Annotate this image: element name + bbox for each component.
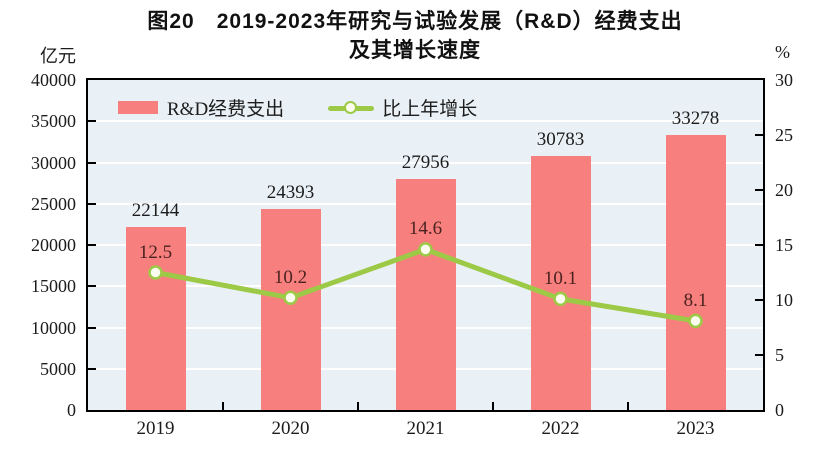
left-axis-tick-label: 5000 [40,358,76,379]
right-axis-tick [755,299,763,301]
line-marker-icon [283,290,298,306]
gridline [88,120,763,123]
right-axis-tick-label: 10 [775,290,793,310]
chart-title-line1: 图20 2019-2023年研究与试验发展（R&D）经费支出 [147,10,683,33]
legend-item-bar: R&D经费支出 [118,94,284,121]
left-axis-tick-label: 25000 [31,193,76,214]
left-axis-tick-label: 10000 [31,317,76,338]
line-value-label: 8.1 [683,289,708,311]
bottom-axis-tick [357,402,359,410]
left-axis-tick-label: 20000 [31,235,76,255]
bottom-axis-tick [627,402,629,410]
line-marker-icon [344,100,358,114]
right-axis-tick-label: 25 [775,125,793,145]
right-axis-tick-label: 0 [775,400,784,420]
line-value-label: 10.1 [543,267,578,289]
left-axis-tick [88,244,96,246]
bar-value-label: 33278 [671,108,720,130]
line-marker-icon [418,242,433,257]
line-marker-icon [688,313,703,329]
legend: R&D经费支出 比上年增长 [118,94,477,121]
legend-item-line: 比上年增长 [284,94,477,121]
right-axis-tick-label: 30 [775,70,793,90]
left-axis-tick-label: 15000 [31,276,76,297]
left-axis-tick-label: 35000 [31,111,76,132]
left-axis-tick [88,285,96,288]
bar-legend-label: R&D经费支出 [167,99,285,120]
line-value-label: 10.2 [273,266,308,288]
bar-2020 [260,208,321,410]
left-axis-tick-label: 30000 [31,152,76,173]
bar-2023 [665,135,726,410]
left-axis-tick [88,161,96,164]
bar-value-label: 24393 [266,181,315,203]
x-axis-label-2020: 2020 [271,418,310,439]
right-axis-tick [755,189,763,191]
bar-value-label: 27956 [401,152,450,174]
bar-value-label: 22144 [131,200,180,222]
chart-title-line2: 及其增长速度 [349,39,481,62]
right-axis-unit: % [775,42,790,62]
x-axis-label-2021: 2021 [406,418,445,439]
right-axis-tick [755,134,763,136]
bar-2019 [125,227,186,410]
right-axis-tick [755,244,763,246]
left-axis-tick [88,202,96,205]
bar-2022 [530,156,591,410]
left-axis-tick [88,326,96,329]
right-axis-tick [755,354,763,356]
line-value-label: 14.6 [408,218,443,240]
left-axis-unit: 亿元 [40,46,76,66]
bar-2021 [395,179,456,410]
growth-line [148,242,703,329]
bar-value-label: 30783 [536,129,585,151]
left-axis-tick-label: 40000 [31,70,76,90]
right-axis-tick-label: 15 [775,235,793,255]
line-marker-icon [148,265,163,280]
bottom-axis-tick [222,402,224,410]
x-axis-label-2023: 2023 [676,418,715,439]
line-legend-label: 比上年增长 [382,99,478,120]
line-value-label: 12.5 [138,241,173,263]
right-axis-tick-label: 5 [775,345,784,365]
line-marker-icon [553,291,568,307]
right-axis-tick-label: 20 [775,180,793,200]
bar-legend-swatch [118,101,158,114]
x-axis-label-2019: 2019 [136,418,175,439]
plot-area: R&D经费支出 比上年增长 [86,78,765,412]
x-axis-label-2022: 2022 [541,418,580,439]
line-legend-sample [328,100,375,115]
left-axis-tick-label: 0 [67,400,76,420]
left-axis-tick [88,367,96,370]
left-axis-tick [88,120,96,123]
bottom-axis-tick [492,402,494,410]
gridline [88,161,763,164]
